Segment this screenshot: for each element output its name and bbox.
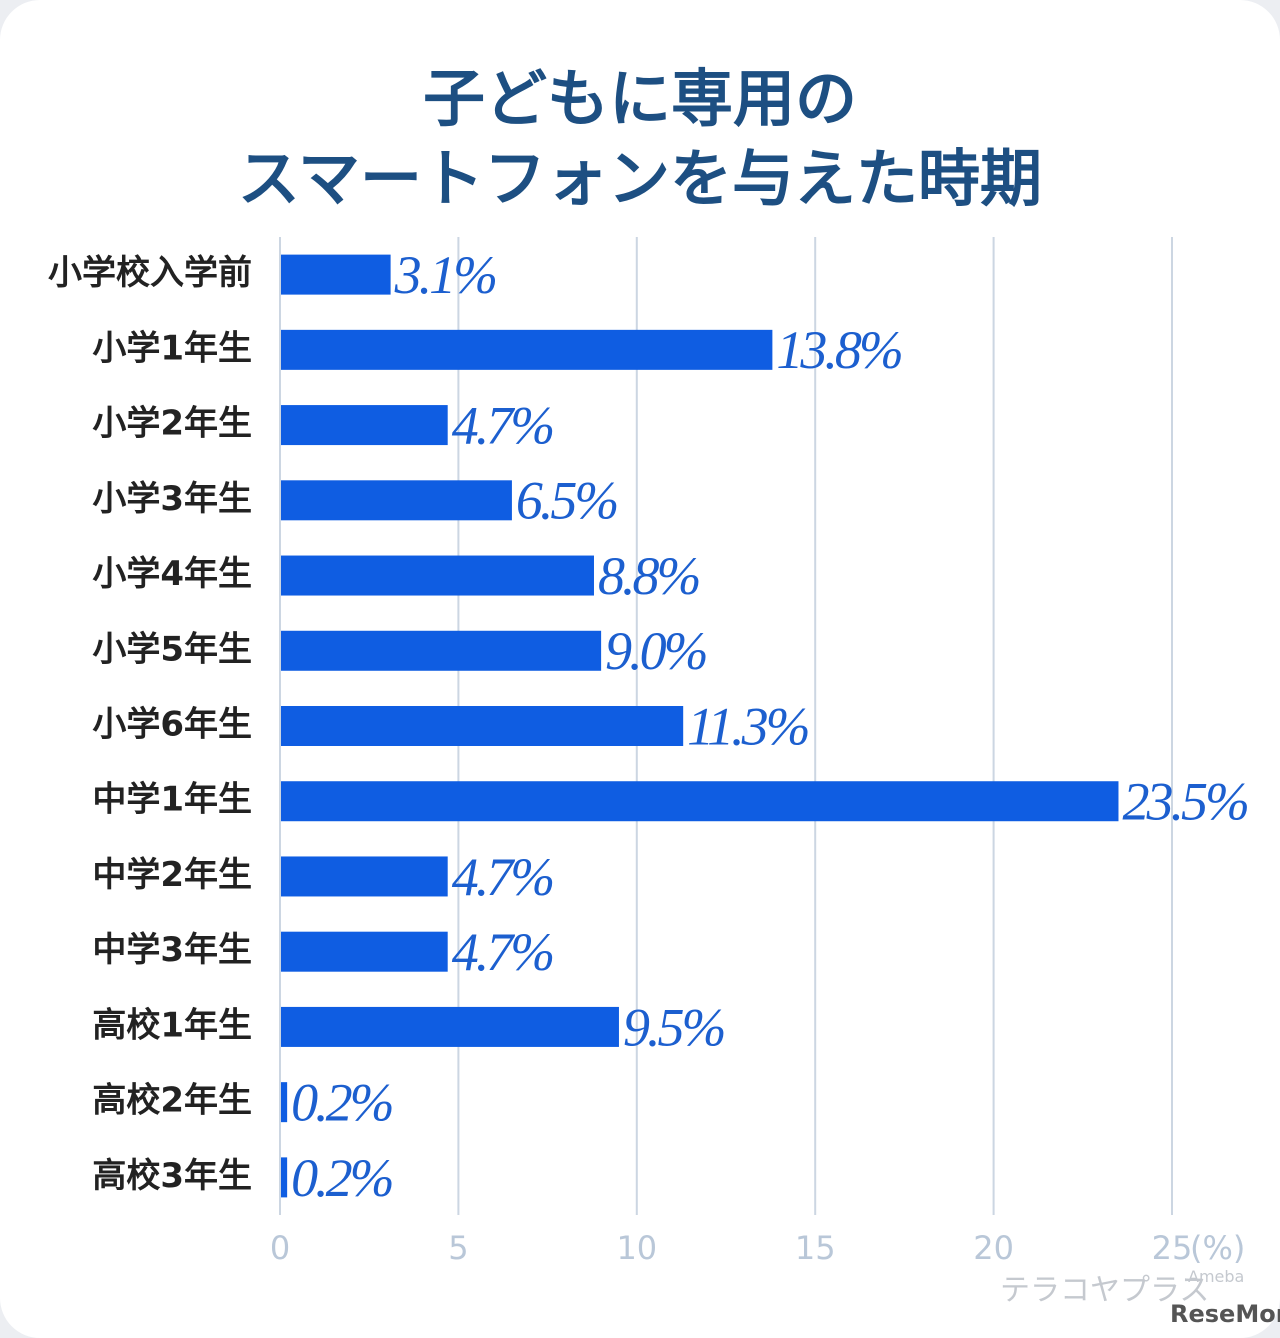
value-label: 4.7%: [452, 847, 553, 907]
value-label: 6.5%: [516, 471, 617, 531]
x-tick-label: 5: [448, 1229, 468, 1267]
y-tick-label: 中学1年生: [92, 780, 252, 820]
y-tick-label: 小学3年生: [92, 479, 252, 519]
value-label: 3.1%: [394, 245, 496, 305]
x-tick-label: 0: [270, 1229, 290, 1267]
x-tick-label: 20: [973, 1229, 1014, 1267]
bar: [280, 706, 684, 746]
value-label: 13.8%: [776, 320, 901, 380]
watermark: ReseMom: [1170, 1300, 1280, 1328]
y-tick-label: 小学5年生: [92, 629, 252, 669]
x-unit: (%): [1190, 1229, 1245, 1267]
x-tick-label: 15: [795, 1229, 836, 1267]
bar: [280, 781, 1119, 822]
y-tick-label: 高校1年生: [92, 1005, 252, 1045]
value-label: 4.7%: [452, 922, 553, 982]
bar: [280, 931, 448, 972]
value-label: 0.2%: [291, 1148, 392, 1208]
value-label: 0.2%: [291, 1073, 392, 1133]
bar: [280, 1006, 619, 1047]
y-tick-label: 中学3年生: [92, 930, 252, 970]
x-tick-label: 10: [616, 1229, 657, 1267]
bar: [280, 856, 448, 897]
y-tick-label: 小学6年生: [92, 705, 252, 745]
value-label: 8.8%: [598, 546, 699, 606]
y-tick-label: 小学4年生: [92, 554, 252, 594]
value-label: 9.5%: [623, 997, 724, 1057]
bar: [280, 480, 512, 521]
y-tick-label: 小学校入学前: [48, 253, 252, 293]
chart-title: スマートフォンを与えた時期: [238, 142, 1042, 215]
value-label: 4.7%: [452, 395, 553, 455]
bar: [280, 254, 391, 295]
y-tick-label: 中学2年生: [92, 855, 252, 895]
watermark: テラコヤプラス: [1000, 1273, 1209, 1308]
bar: [280, 1157, 288, 1198]
y-tick-label: 高校3年生: [92, 1156, 252, 1196]
y-tick-label: 小学1年生: [92, 328, 252, 368]
value-label: 9.0%: [605, 621, 706, 681]
bar: [280, 555, 594, 596]
value-label: 11.3%: [687, 696, 807, 756]
bar: [280, 405, 448, 446]
bar: [280, 1082, 288, 1123]
bar: [280, 329, 773, 370]
watermark: Ameba: [1188, 1267, 1244, 1286]
value-label: 23.5%: [1122, 772, 1247, 832]
y-tick-label: 高校2年生: [92, 1081, 252, 1121]
bar: [280, 630, 602, 671]
x-tick-label: 25: [1152, 1229, 1193, 1267]
chart-title: 子どもに専用の: [423, 62, 857, 135]
y-tick-label: 小学2年生: [92, 404, 252, 444]
